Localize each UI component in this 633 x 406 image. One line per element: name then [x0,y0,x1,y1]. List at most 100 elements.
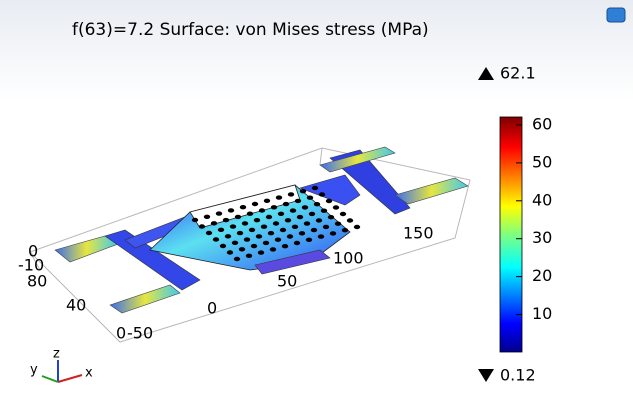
hole [242,221,248,225]
hole [264,199,270,203]
colorbar-tick-label: 30 [532,228,552,247]
hole [263,241,269,245]
hole [304,221,310,225]
hole [328,215,334,219]
hole [230,224,236,228]
hole [251,244,257,248]
hole [258,250,264,254]
hole [237,231,243,235]
axis-label: 50 [277,272,297,291]
hole [302,205,308,209]
hole [275,238,281,242]
hole [220,244,226,248]
hole [285,218,291,222]
hole [199,224,205,228]
hole [259,208,265,212]
triad-label: x [85,366,93,381]
hole [252,202,258,206]
hole [227,250,233,254]
hole [192,218,198,222]
hole [323,225,329,229]
max-label: 62.1 [500,64,536,83]
axis-label: 0 [207,299,217,318]
hole [282,244,288,248]
hole [333,205,339,209]
plot-title: f(63)=7.2 Surface: von Mises stress (MPa… [72,20,429,40]
hole [318,234,324,238]
hole [295,199,301,203]
hole [213,237,219,241]
hole [297,215,303,219]
colorbar-tick-label: 60 [532,114,552,133]
hole [314,202,320,206]
colorbar-tick-label: 40 [532,190,552,209]
hole [232,241,238,245]
hole [216,211,222,215]
hole [223,218,229,222]
hole [288,192,294,196]
hole [287,234,293,238]
hole [299,231,305,235]
hole [256,234,262,238]
triad-label: z [53,347,60,362]
hole [290,208,296,212]
hole [326,199,332,203]
hole [246,254,252,258]
hole [300,189,306,193]
hole [309,212,315,216]
hole [354,225,360,229]
hole [228,208,234,212]
toolbar-icon[interactable] [607,8,625,22]
hole [273,221,279,225]
hole [266,215,272,219]
axis-label: 100 [333,249,364,268]
colorbar-tick-label: 10 [532,304,552,323]
hole [218,228,224,232]
hole [225,234,231,238]
hole [270,247,276,251]
hole [340,212,346,216]
hole [312,186,318,190]
hole [283,202,289,206]
colorbar-tick-label: 20 [532,266,552,285]
hole [316,218,322,222]
hole [278,212,284,216]
hole [254,218,260,222]
hole [311,228,317,232]
hole [204,215,210,219]
hole [276,195,282,199]
hole [306,238,312,242]
hole [244,237,250,241]
hole [240,205,246,209]
hole [335,222,341,226]
hole [249,228,255,232]
hole [342,228,348,232]
min-label: 0.12 [500,366,536,385]
axis-label: 0 [116,324,126,343]
axis-label: 80 [27,272,47,291]
hole [292,225,298,229]
hole [321,209,327,213]
hole [234,257,240,261]
graphics-window: f(63)=7.2 Surface: von Mises stress (MPa… [0,0,633,406]
hole [235,215,241,219]
hole [261,225,267,229]
hole [271,205,277,209]
colorbar-tick-label: 50 [532,152,552,171]
hole [247,212,253,216]
hole [330,231,336,235]
axis-label: 40 [66,296,86,315]
axis-label: 150 [403,224,434,243]
colorbar [500,117,522,352]
hole [268,231,274,235]
hole [206,231,212,235]
triad-label: y [30,363,38,378]
hole [280,228,286,232]
hole [294,241,300,245]
hole [307,196,313,200]
hole [319,192,325,196]
hole [211,221,217,225]
hole [239,247,245,251]
hole [347,218,353,222]
axis-label: -50 [127,324,153,343]
